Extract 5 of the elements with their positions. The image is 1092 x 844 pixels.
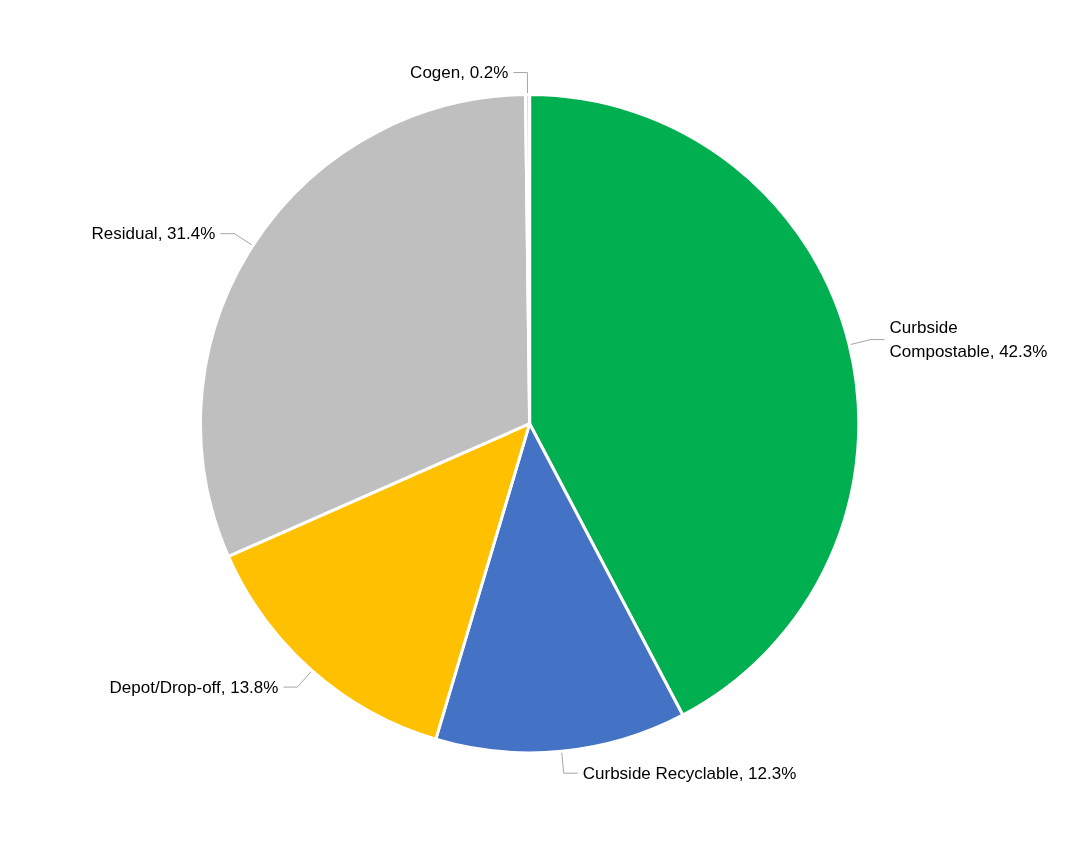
slice-label: Residual, 31.4%: [91, 224, 216, 244]
slice-label: Cogen, 0.2%: [410, 63, 509, 83]
slice-label: Depot/Drop-off, 13.8%: [109, 677, 279, 697]
slice-label: Curbside Recyclable, 12.3%: [582, 763, 797, 783]
slice-label: Curbside Compostable, 42.3%: [889, 318, 1048, 362]
